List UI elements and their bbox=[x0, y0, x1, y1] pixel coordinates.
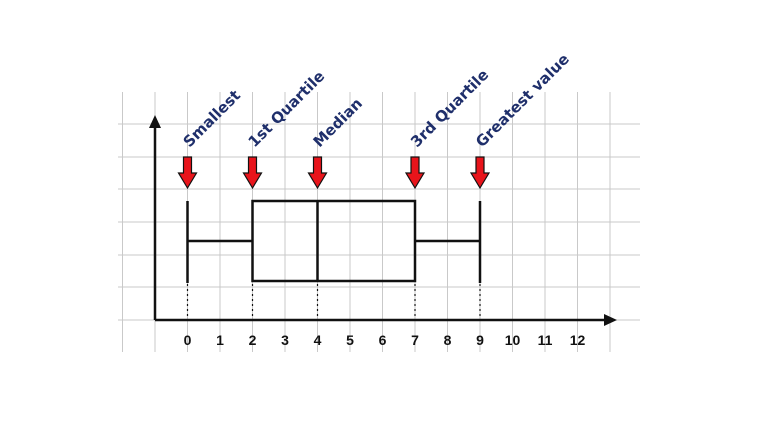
box-plot bbox=[186, 199, 482, 318]
x-tick-label: 8 bbox=[444, 332, 452, 348]
axes bbox=[149, 115, 617, 326]
x-tick-label: 10 bbox=[505, 332, 521, 348]
x-tick-label: 9 bbox=[476, 332, 484, 348]
red-arrow-icon bbox=[469, 156, 491, 190]
x-tick-label: 6 bbox=[379, 332, 387, 348]
x-tick-label: 0 bbox=[184, 332, 192, 348]
x-tick-label: 11 bbox=[538, 332, 553, 348]
y-axis-arrowhead bbox=[149, 115, 161, 128]
x-tick-label: 1 bbox=[216, 332, 224, 348]
x-tick-label: 5 bbox=[346, 332, 354, 348]
x-tick-label: 7 bbox=[411, 332, 419, 348]
x-tick-label: 12 bbox=[570, 332, 586, 348]
x-tick-labels: 0 1 2 3 4 5 6 7 8 9 10 11 12 bbox=[184, 332, 586, 348]
x-tick-label: 2 bbox=[249, 332, 257, 348]
x-axis-arrowhead bbox=[604, 314, 617, 326]
iqr-box bbox=[251, 199, 417, 283]
red-arrow-icon bbox=[404, 156, 426, 190]
red-arrow-icon bbox=[177, 156, 198, 190]
red-arrow-icon bbox=[307, 156, 328, 190]
red-arrow-icon bbox=[242, 156, 263, 190]
x-tick-label: 3 bbox=[281, 332, 289, 348]
annotation-label: Median bbox=[310, 94, 366, 150]
annotation-label: Greatest value bbox=[472, 50, 573, 151]
annotation-label: Smallest bbox=[180, 86, 244, 150]
x-tick-label: 4 bbox=[314, 332, 322, 348]
